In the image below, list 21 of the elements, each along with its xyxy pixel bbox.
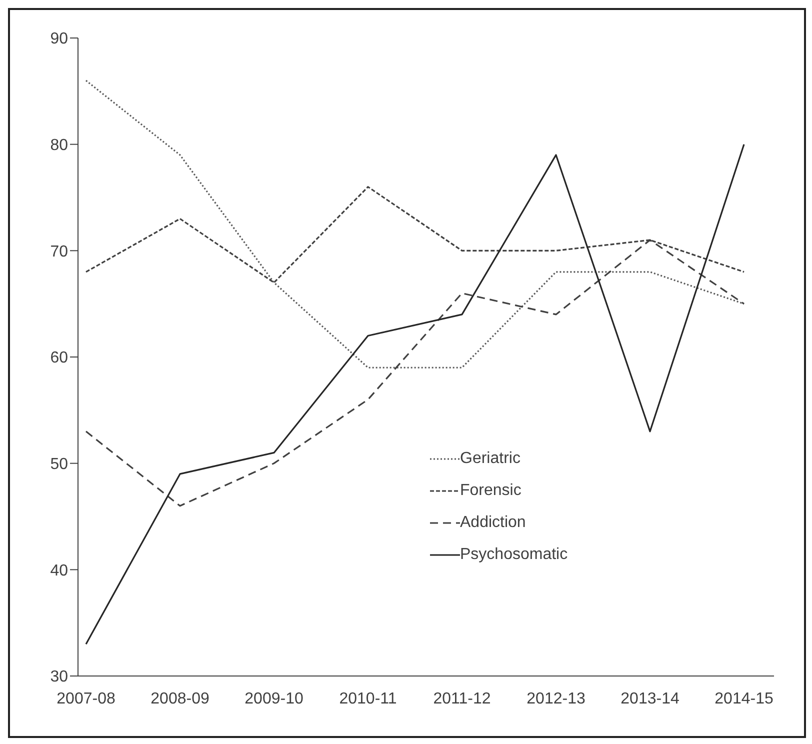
y-tick-label: 80 — [50, 137, 68, 154]
x-tick-label: 2014-15 — [714, 690, 774, 708]
x-tick-label: 2013-14 — [620, 690, 680, 708]
x-tick-label: 2010-11 — [339, 690, 397, 708]
legend-label: Geriatric — [460, 450, 520, 468]
legend-label: Psychosomatic — [460, 546, 568, 564]
x-tick-label: 2008-09 — [150, 690, 210, 708]
line-series — [85, 80, 745, 368]
legend-label: Addiction — [460, 514, 526, 532]
x-tick-label: 2011-12 — [433, 690, 491, 708]
y-tick-label: 90 — [50, 30, 68, 48]
y-tick-label: 30 — [50, 668, 68, 686]
y-tick-label: 50 — [50, 456, 68, 474]
y-tick-label: 60 — [50, 350, 68, 367]
y-tick-label: 70 — [50, 243, 68, 260]
x-tick-label: 2012-13 — [526, 690, 586, 708]
x-tick-label: 2009-10 — [244, 690, 304, 708]
x-tick-label: 2007-08 — [56, 690, 116, 708]
legend-label: Forensic — [460, 482, 522, 500]
y-tick-label: 40 — [50, 562, 68, 580]
line-series — [85, 144, 745, 645]
